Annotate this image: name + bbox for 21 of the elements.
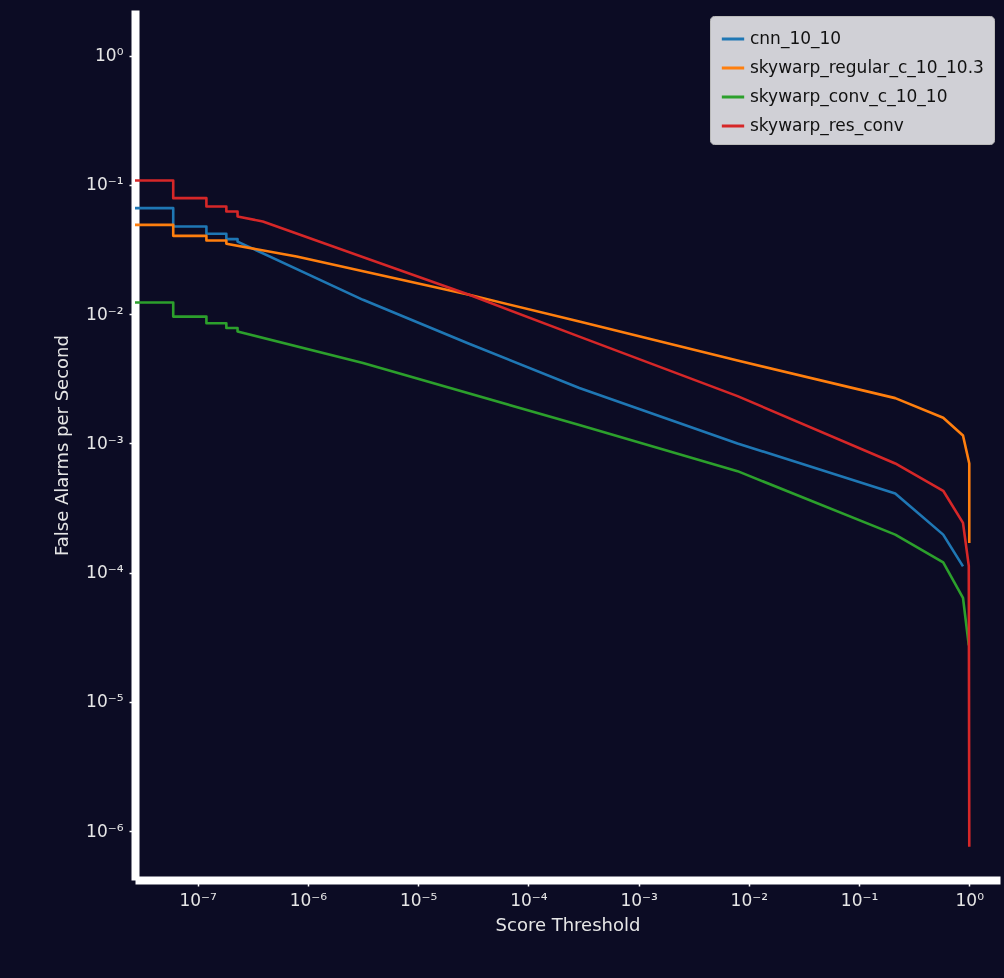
y-tick-label: 10⁰ bbox=[95, 45, 124, 66]
x-tick-label: 10⁻² bbox=[730, 889, 769, 910]
x-tick-label: 10⁻⁶ bbox=[289, 889, 328, 910]
legend-label: skywarp_conv_c_10_10 bbox=[750, 86, 948, 107]
y-tick-label: 10⁻⁴ bbox=[86, 562, 124, 583]
y-tick-label: 10⁻⁶ bbox=[86, 820, 124, 841]
legend-label: cnn_10_10 bbox=[750, 28, 842, 49]
y-tick-label: 10⁻¹ bbox=[86, 174, 124, 195]
legend-label: skywarp_regular_c_10_10.3 bbox=[750, 57, 984, 78]
y-tick-label: 10⁻³ bbox=[86, 432, 124, 453]
x-tick-label: 10⁻³ bbox=[620, 889, 658, 910]
x-axis-title: Score Threshold bbox=[495, 913, 641, 935]
x-tick-label: 10⁻⁷ bbox=[179, 889, 218, 910]
y-tick-label: 10⁻⁵ bbox=[86, 691, 124, 712]
x-tick-label: 10⁻⁴ bbox=[510, 889, 548, 910]
y-axis-title: False Alarms per Second bbox=[51, 335, 73, 556]
x-tick-label: 10⁻¹ bbox=[840, 889, 879, 910]
legend-label: skywarp_res_conv bbox=[750, 115, 904, 136]
y-tick-label: 10⁻² bbox=[86, 303, 124, 324]
x-tick-label: 10⁻⁵ bbox=[399, 889, 438, 910]
x-tick-label: 10⁰ bbox=[955, 889, 985, 910]
